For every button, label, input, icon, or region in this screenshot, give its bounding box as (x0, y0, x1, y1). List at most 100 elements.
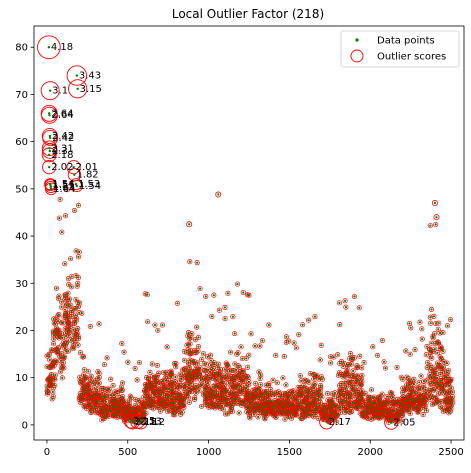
data-point (164, 373, 168, 376)
score-circle (334, 405, 341, 411)
score-circle (328, 399, 334, 405)
score-circle (62, 292, 68, 298)
score-circle (184, 393, 190, 399)
data-point (273, 399, 277, 402)
data-point (188, 390, 191, 393)
data-point (58, 335, 61, 338)
data-point (265, 383, 268, 387)
score-circle (69, 313, 75, 319)
score-circle (224, 362, 231, 368)
score-circle (103, 394, 109, 400)
data-point (47, 353, 51, 356)
data-point (127, 419, 130, 422)
data-point (121, 381, 124, 385)
data-point (267, 392, 270, 395)
data-point (349, 383, 352, 386)
score-circle (286, 338, 292, 344)
data-point (408, 322, 411, 325)
data-point (305, 404, 309, 407)
score-circle (165, 378, 171, 384)
score-circle (64, 339, 70, 345)
score-circle (160, 389, 166, 395)
score-circle (262, 389, 268, 396)
data-point (299, 379, 303, 382)
data-point (333, 395, 336, 398)
data-point (319, 384, 322, 387)
score-circle (256, 386, 262, 392)
data-point (108, 409, 111, 412)
score-circle (312, 398, 318, 404)
score-circle (101, 361, 107, 368)
data-point (256, 396, 259, 399)
data-point (67, 300, 70, 303)
score-circle (336, 300, 342, 306)
score-circle (62, 307, 68, 313)
score-circle (145, 376, 152, 382)
score-circle (44, 364, 50, 370)
score-circle (174, 300, 181, 306)
score-circle (204, 354, 211, 360)
data-point (372, 416, 375, 420)
score-circle (97, 403, 103, 409)
score-circle (77, 300, 83, 306)
score-circle (100, 407, 106, 413)
score-circle (299, 397, 306, 403)
data-point (146, 320, 149, 323)
score-circle (69, 273, 75, 280)
data-point (231, 315, 234, 318)
data-point (239, 345, 243, 348)
data-point (89, 403, 92, 406)
score-circle (299, 411, 305, 417)
data-point (103, 363, 106, 366)
score-circle (273, 414, 279, 420)
score-circle (52, 382, 58, 389)
data-point (350, 406, 353, 409)
score-circle (198, 381, 204, 387)
data-point (302, 384, 305, 387)
score-circle (59, 304, 65, 310)
score-circle (199, 356, 205, 362)
score-circle (331, 402, 337, 408)
data-point (226, 403, 230, 407)
data-point (94, 379, 97, 382)
data-point (413, 348, 417, 351)
score-circle (283, 382, 289, 388)
score-circle (268, 398, 274, 404)
data-point (103, 404, 106, 407)
data-point (70, 315, 73, 318)
data-point (67, 283, 70, 286)
data-point (195, 326, 198, 329)
data-point (46, 390, 49, 393)
data-point (242, 388, 245, 391)
score-circle (205, 389, 212, 395)
score-circle (293, 345, 299, 351)
score-circle (238, 344, 244, 350)
score-circle (178, 376, 185, 382)
data-point (172, 405, 175, 409)
score-circle (340, 374, 346, 380)
data-point (168, 401, 171, 404)
score-circle (206, 375, 212, 381)
data-point (52, 334, 55, 337)
data-point (282, 405, 285, 408)
data-point (300, 417, 303, 420)
data-point (138, 399, 141, 402)
score-circle (163, 371, 169, 377)
data-point (64, 350, 68, 353)
data-point (215, 391, 218, 395)
data-point (314, 399, 317, 403)
data-point (255, 404, 258, 407)
data-point (181, 404, 184, 407)
score-circle (333, 412, 339, 418)
data-point (96, 370, 100, 373)
data-point (251, 402, 254, 406)
score-circle (252, 407, 258, 414)
data-point (148, 371, 152, 374)
data-point (117, 403, 120, 406)
data-point (393, 409, 396, 413)
score-circle (234, 383, 240, 390)
score-circle (160, 405, 166, 411)
score-circle (107, 408, 113, 414)
score-circle (213, 376, 219, 383)
data-point (286, 409, 289, 412)
